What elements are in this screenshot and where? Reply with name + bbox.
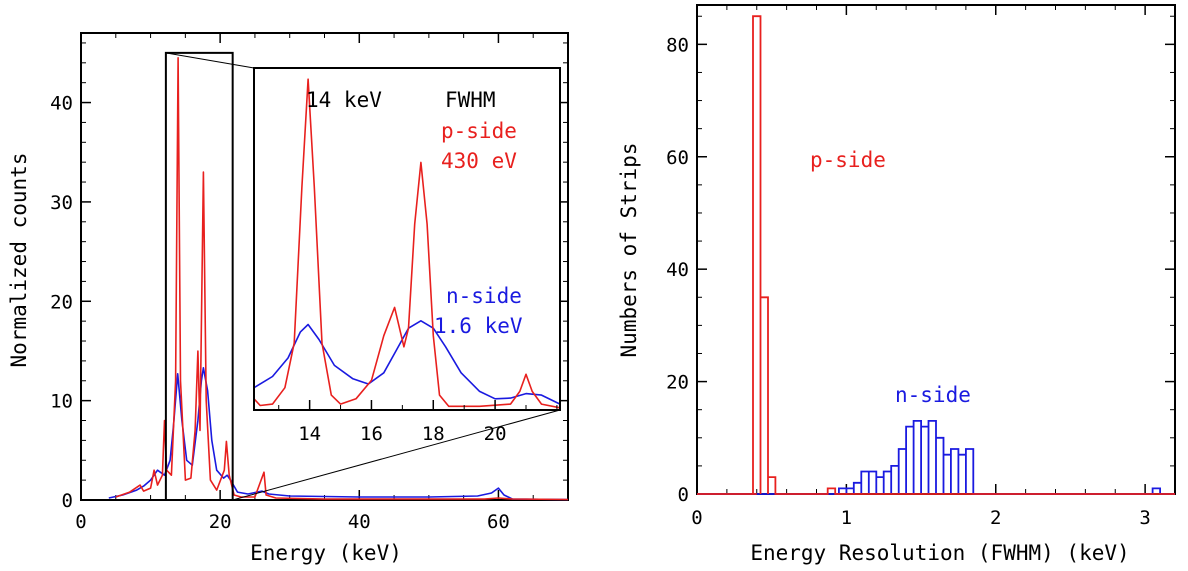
right-histogram-n-side — [697, 420, 1175, 495]
inset-annotation-p-side-fwhm: 430 eV — [441, 149, 517, 173]
left-y-axis-label: Normalized counts — [7, 153, 31, 368]
right-annotation-n-side: n-side — [895, 383, 971, 407]
right-histogram-p-side — [697, 15, 1175, 495]
inset-x-tick-label-3: 20 — [484, 423, 507, 445]
inset-x-ticks: 14 16 18 20 — [278, 400, 558, 445]
right-y-axis-label: Numbers of Strips — [617, 143, 641, 358]
inset-series-p-side — [253, 78, 561, 409]
inset-annotation-n-side: n-side — [446, 284, 522, 308]
inset-x-tick-label-0: 14 — [298, 423, 321, 445]
inset-frame — [253, 67, 561, 411]
right-series — [697, 15, 1175, 495]
inset-annotation-n-side-fwhm: 1.6 keV — [434, 314, 523, 338]
inset-annotation-p-side: p-side — [441, 119, 517, 143]
left-series-p-side — [115, 57, 569, 501]
left-series — [108, 57, 569, 501]
inset-annotation-energy: 14 keV — [306, 88, 382, 112]
right-x-tick-label-0: 0 — [691, 507, 702, 529]
right-y-tick-label-1: 20 — [666, 372, 689, 394]
zoom-connector-bottom — [232, 409, 561, 501]
left-y-tick-label-1: 10 — [50, 391, 73, 413]
zoom-connector-top — [165, 52, 255, 69]
inset-annotation-fwhm: FWHM — [445, 88, 496, 112]
right-chart: 0 20 40 60 80 0 1 2 3 p-side n-side Energy Reso… — [617, 4, 1176, 565]
left-x-tick-label-3: 60 — [487, 511, 510, 533]
left-y-ticks: 0 10 20 30 40 — [50, 42, 568, 512]
right-y-tick-label-2: 40 — [666, 259, 689, 281]
zoom-box — [164, 51, 234, 501]
right-x-axis-label: Energy Resolution (FWHM) (keV) — [750, 541, 1129, 565]
left-y-tick-label-3: 30 — [50, 192, 73, 214]
left-x-axis-label: Energy (keV) — [250, 541, 402, 565]
left-y-tick-label-2: 20 — [50, 291, 73, 313]
right-y-tick-label-3: 60 — [666, 147, 689, 169]
right-y-tick-label-4: 80 — [666, 34, 689, 56]
left-x-tick-label-2: 40 — [348, 511, 371, 533]
left-x-ticks: 0 20 40 60 — [75, 33, 534, 533]
left-x-tick-label-0: 0 — [75, 511, 86, 533]
left-y-tick-label-4: 40 — [50, 93, 73, 115]
right-annotation-p-side: p-side — [810, 148, 886, 172]
left-x-tick-label-1: 20 — [209, 511, 232, 533]
left-series-n-side — [108, 367, 569, 501]
inset-x-tick-label-1: 16 — [360, 423, 383, 445]
right-x-tick-label-3: 3 — [1139, 507, 1150, 529]
left-chart: 0 10 20 30 40 0 20 40 60 14 16 18 20 14 keV FWHM p… — [7, 32, 569, 565]
right-y-tick-label-0: 0 — [678, 484, 689, 506]
right-x-tick-label-1: 1 — [841, 507, 852, 529]
left-y-tick-label-0: 0 — [62, 490, 73, 512]
inset-x-tick-label-2: 18 — [422, 423, 445, 445]
right-x-tick-label-2: 2 — [990, 507, 1001, 529]
inset-series — [253, 78, 561, 409]
